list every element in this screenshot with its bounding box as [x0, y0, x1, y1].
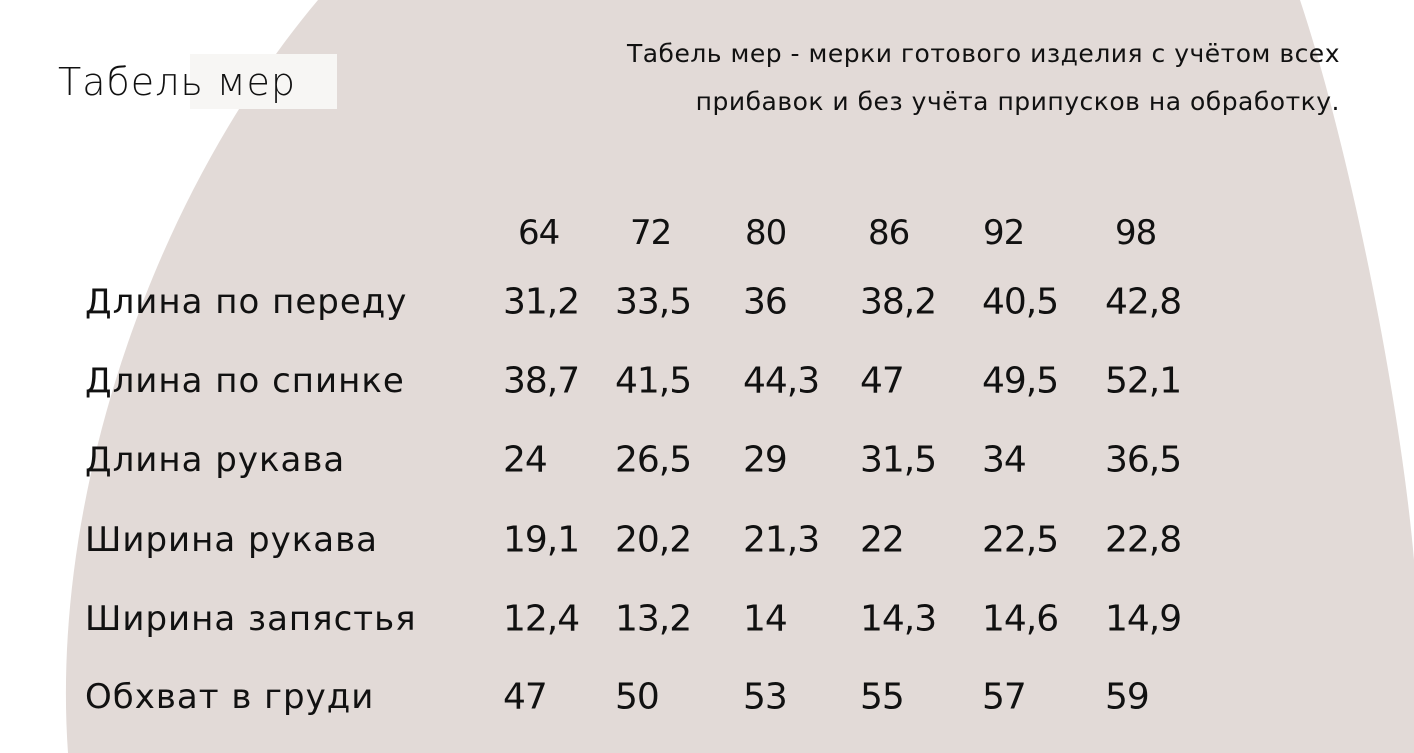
- size-header: 98: [1115, 213, 1157, 253]
- table-cell: 14,9: [1105, 598, 1182, 640]
- table-cell: 57: [982, 676, 1027, 718]
- table-cell: 33,5: [615, 281, 692, 323]
- table-cell: 31,5: [860, 439, 937, 481]
- table-cell: 14: [743, 598, 788, 640]
- table-cell: 26,5: [615, 439, 692, 481]
- row-label: Ширина рукава: [85, 520, 378, 560]
- table-cell: 40,5: [982, 281, 1059, 323]
- table-cell: 34: [982, 439, 1027, 481]
- row-label: Длина рукава: [85, 440, 346, 480]
- table-cell: 14,6: [982, 598, 1059, 640]
- table-cell: 52,1: [1105, 360, 1182, 402]
- table-cell: 22,5: [982, 519, 1059, 561]
- page-title: Табель мер: [58, 60, 297, 104]
- table-cell: 22: [860, 519, 905, 561]
- size-header: 80: [745, 213, 787, 253]
- table-cell: 59: [1105, 676, 1150, 718]
- size-header: 72: [630, 213, 672, 253]
- table-cell: 14,3: [860, 598, 937, 640]
- table-cell: 38,7: [503, 360, 580, 402]
- table-cell: 22,8: [1105, 519, 1182, 561]
- row-label: Обхват в груди: [85, 677, 375, 717]
- size-header: 92: [983, 213, 1025, 253]
- table-cell: 20,2: [615, 519, 692, 561]
- table-cell: 44,3: [743, 360, 820, 402]
- row-label: Ширина запястья: [85, 599, 417, 639]
- table-cell: 36: [743, 281, 788, 323]
- row-label: Длина по переду: [85, 282, 408, 322]
- table-cell: 24: [503, 439, 548, 481]
- table-cell: 47: [860, 360, 905, 402]
- size-header: 86: [868, 213, 910, 253]
- table-cell: 49,5: [982, 360, 1059, 402]
- subtitle: Табель мер - мерки готового изделия с уч…: [627, 30, 1340, 126]
- row-label: Длина по спинке: [85, 361, 405, 401]
- table-cell: 31,2: [503, 281, 580, 323]
- table-cell: 29: [743, 439, 788, 481]
- title-highlight: [190, 54, 337, 109]
- table-cell: 36,5: [1105, 439, 1182, 481]
- table-cell: 47: [503, 676, 548, 718]
- table-cell: 41,5: [615, 360, 692, 402]
- table-cell: 19,1: [503, 519, 580, 561]
- table-cell: 13,2: [615, 598, 692, 640]
- table-cell: 12,4: [503, 598, 580, 640]
- table-cell: 53: [743, 676, 788, 718]
- table-cell: 50: [615, 676, 660, 718]
- table-cell: 55: [860, 676, 905, 718]
- table-cell: 42,8: [1105, 281, 1182, 323]
- table-cell: 38,2: [860, 281, 937, 323]
- subtitle-line: прибавок и без учёта припусков на обрабо…: [695, 87, 1340, 116]
- table-cell: 21,3: [743, 519, 820, 561]
- size-header: 64: [518, 213, 560, 253]
- subtitle-line: Табель мер - мерки готового изделия с уч…: [626, 39, 1340, 68]
